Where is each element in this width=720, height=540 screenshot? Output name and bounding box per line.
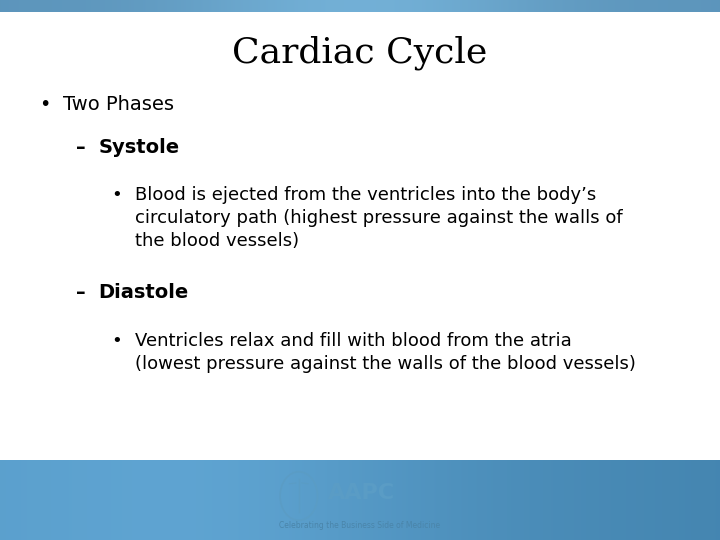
- Text: •: •: [40, 94, 51, 113]
- Text: Diastole: Diastole: [99, 284, 189, 302]
- Text: Celebrating the Business Side of Medicine: Celebrating the Business Side of Medicin…: [279, 521, 441, 530]
- Text: •: •: [112, 186, 122, 204]
- Text: Ventricles relax and fill with blood from the atria
(lowest pressure against the: Ventricles relax and fill with blood fro…: [135, 332, 636, 373]
- Text: Blood is ejected from the ventricles into the body’s
circulatory path (highest p: Blood is ejected from the ventricles int…: [135, 186, 622, 250]
- Text: Systole: Systole: [99, 138, 180, 157]
- Text: •: •: [112, 332, 122, 350]
- Text: –: –: [76, 284, 85, 302]
- Text: –: –: [76, 138, 85, 157]
- Text: Two Phases: Two Phases: [63, 94, 174, 113]
- Text: Cardiac Cycle: Cardiac Cycle: [233, 35, 487, 70]
- Text: AAPC: AAPC: [328, 483, 395, 503]
